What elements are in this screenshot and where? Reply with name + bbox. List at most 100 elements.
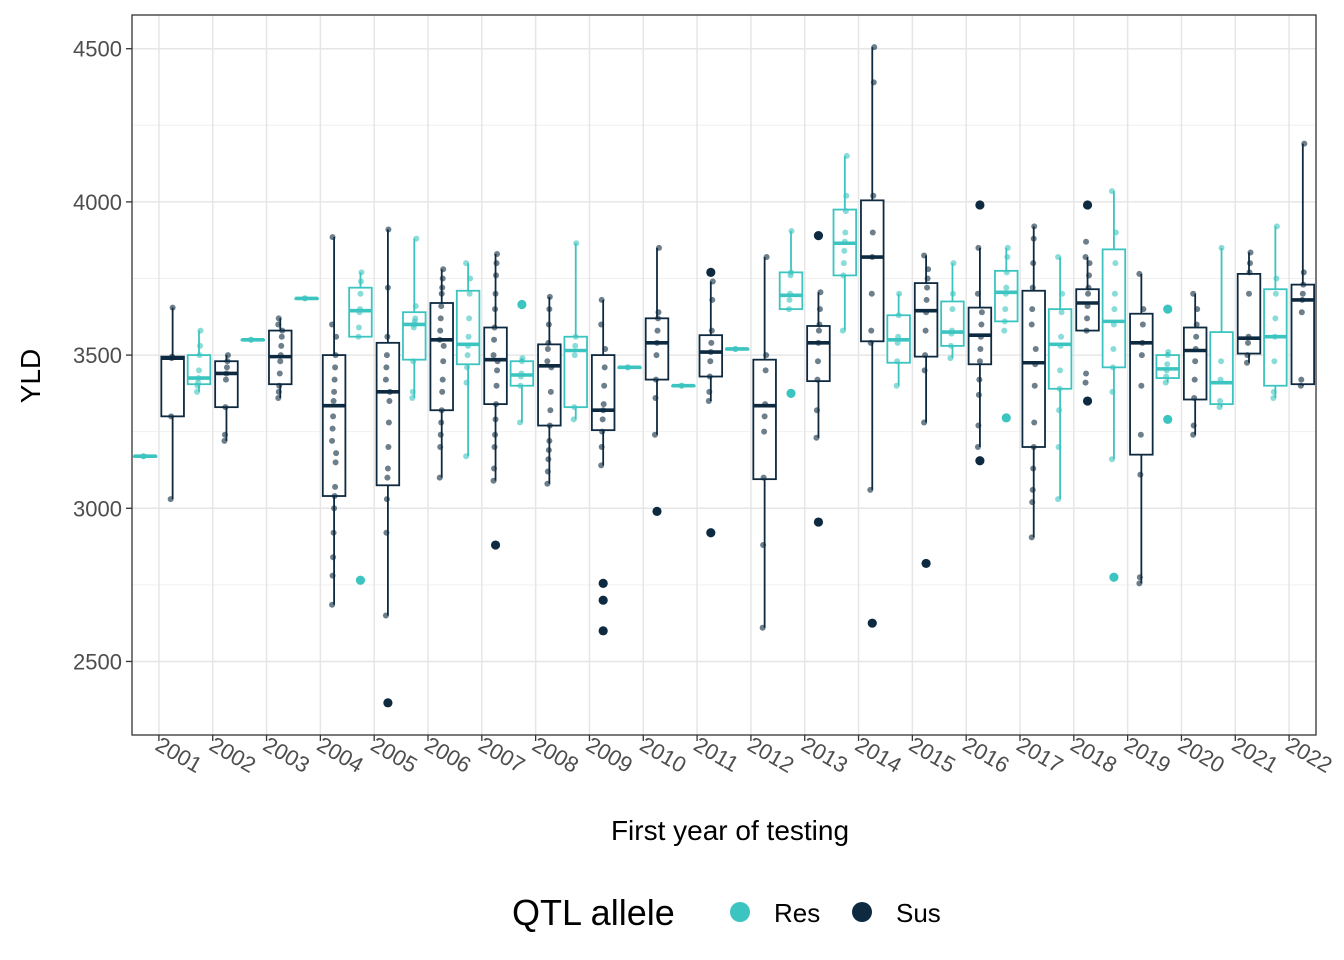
- box-sus-2022: [1290, 140, 1316, 389]
- data-point: [923, 296, 930, 303]
- data-point: [1218, 358, 1225, 365]
- box-body: [806, 325, 831, 383]
- data-point: [548, 364, 555, 371]
- data-point: [385, 444, 392, 450]
- box-sus-2005: [375, 226, 401, 708]
- data-point: [490, 352, 497, 359]
- data-point: [893, 382, 900, 389]
- data-point: [409, 388, 416, 395]
- outlier-point: [867, 618, 877, 628]
- box-res-2003: [240, 336, 266, 343]
- data-point: [653, 339, 660, 346]
- data-point: [545, 456, 552, 463]
- data-point: [1190, 431, 1197, 438]
- y-axis-title: YLD: [15, 349, 46, 403]
- data-point: [1084, 303, 1091, 310]
- data-point: [275, 321, 282, 328]
- data-point: [571, 352, 578, 359]
- data-point: [1298, 376, 1305, 383]
- box-body: [375, 341, 401, 487]
- box-sus-2014: [860, 44, 885, 628]
- data-point: [544, 358, 551, 365]
- data-point: [222, 376, 229, 383]
- data-point: [439, 275, 446, 282]
- box-res-2018: [1047, 254, 1073, 503]
- data-point: [570, 416, 577, 423]
- data-point: [922, 352, 929, 359]
- data-point: [494, 250, 501, 257]
- legend: QTL allele Res Sus: [512, 892, 941, 933]
- box-sus-2006: [429, 266, 454, 481]
- outlier-point: [1109, 572, 1119, 582]
- data-point: [223, 364, 230, 371]
- data-point: [357, 278, 364, 285]
- data-point: [544, 480, 551, 487]
- data-point: [464, 364, 471, 371]
- box-body: [160, 355, 185, 418]
- data-point: [168, 413, 175, 420]
- data-point: [1028, 534, 1035, 541]
- data-point: [332, 364, 339, 371]
- box-res-2016: [940, 260, 965, 362]
- data-point: [492, 431, 499, 438]
- data-point: [814, 358, 821, 365]
- data-point: [1085, 284, 1092, 291]
- data-point: [546, 293, 553, 300]
- data-point: [1298, 309, 1305, 316]
- data-point: [869, 254, 876, 261]
- data-point: [1057, 367, 1064, 374]
- data-point: [1086, 272, 1093, 279]
- data-point: [867, 486, 874, 493]
- data-point: [705, 398, 712, 405]
- box-res-2001: [132, 453, 158, 460]
- data-point: [813, 407, 820, 414]
- box-body: [537, 343, 562, 427]
- legend-title: QTL allele: [512, 892, 675, 933]
- data-point: [1108, 456, 1115, 463]
- outlier-point: [706, 267, 716, 277]
- data-point: [355, 324, 362, 331]
- data-point: [194, 388, 201, 395]
- data-point: [196, 367, 203, 374]
- data-point: [546, 437, 553, 444]
- data-point: [385, 226, 392, 233]
- data-point: [1031, 419, 1038, 426]
- data-point: [922, 327, 929, 334]
- data-point: [1001, 327, 1008, 334]
- data-point: [385, 419, 392, 426]
- data-point: [867, 339, 874, 346]
- data-point: [652, 394, 659, 401]
- data-point: [709, 278, 716, 285]
- data-point: [1273, 223, 1280, 230]
- box-sus-2012: [752, 254, 777, 631]
- box-sus-2018: [1075, 200, 1100, 406]
- box-sus-2020: [1182, 290, 1208, 438]
- box-body: [644, 317, 670, 381]
- data-point: [652, 376, 659, 383]
- data-point: [1003, 284, 1010, 291]
- data-point: [544, 468, 551, 475]
- data-point: [1058, 309, 1065, 316]
- data-point: [1244, 352, 1251, 359]
- data-point: [412, 303, 419, 310]
- data-point: [278, 333, 285, 340]
- data-point: [1056, 407, 1063, 414]
- data-point: [653, 352, 660, 359]
- data-point: [331, 493, 338, 500]
- data-point: [708, 339, 715, 346]
- data-point: [410, 358, 417, 365]
- data-point: [332, 352, 339, 359]
- data-point: [1300, 281, 1307, 288]
- box-res-2008: [509, 299, 535, 426]
- outlier-point: [1082, 200, 1093, 210]
- data-point: [466, 290, 473, 297]
- outlier-point: [921, 558, 931, 569]
- y-tick-label: 3000: [73, 496, 122, 521]
- data-point: [275, 394, 282, 401]
- box-body: [321, 354, 347, 497]
- data-point: [651, 431, 658, 438]
- data-point: [870, 192, 877, 199]
- data-point: [1030, 444, 1037, 450]
- data-point: [1031, 382, 1038, 389]
- outlier-point: [598, 626, 608, 636]
